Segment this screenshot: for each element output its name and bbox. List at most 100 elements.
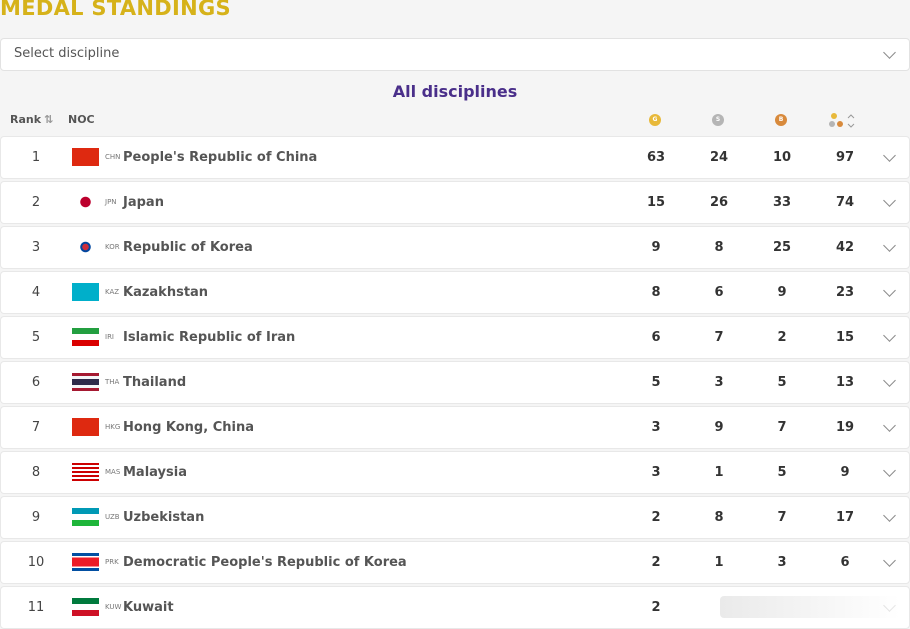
rank-header[interactable]: Rank [10, 113, 42, 126]
flag-icon [72, 418, 99, 436]
noc-code: KUW [105, 603, 122, 611]
discipline-select[interactable]: Select discipline [0, 38, 910, 71]
flag-icon [72, 283, 99, 301]
noc-code: JPN [105, 198, 117, 206]
total-header-icon[interactable] [828, 112, 860, 130]
flag-icon [72, 148, 99, 166]
bronze-count: 3 [777, 555, 787, 570]
bronze-count: 9 [777, 285, 787, 300]
table-row[interactable]: 9 UZB Uzbekistan 2 8 7 17 [0, 496, 910, 539]
expand-chevron [883, 464, 896, 477]
silver-count: 6 [714, 285, 724, 300]
silver-count: 8 [714, 240, 724, 255]
table-caption: All disciplines [392, 82, 518, 101]
table-row[interactable]: 11 KUW Kuwait 2 [0, 586, 910, 629]
total-count: 23 [835, 285, 855, 300]
rank: 4 [31, 285, 41, 300]
total-count: 74 [835, 195, 855, 210]
gold-count: 3 [651, 465, 661, 480]
silver-header[interactable]: S [712, 114, 724, 126]
rank: 11 [27, 600, 45, 615]
rank: 5 [31, 330, 41, 345]
flag-icon [72, 463, 99, 481]
noc-name: Democratic People's Republic of Korea [123, 555, 407, 570]
rank: 7 [31, 420, 41, 435]
noc-name: Hong Kong, China [123, 420, 254, 435]
table-row[interactable]: 7 HKG Hong Kong, China 3 9 7 19 [0, 406, 910, 449]
gold-count: 2 [651, 555, 661, 570]
noc-name: Thailand [123, 375, 187, 390]
noc-code: MAS [105, 468, 121, 476]
total-count: 17 [835, 510, 855, 525]
noc-code: CHN [105, 153, 121, 161]
bronze-header[interactable]: B [775, 114, 787, 126]
silver-count: 9 [714, 420, 724, 435]
silver-count: 8 [714, 510, 724, 525]
total-count: 97 [835, 150, 855, 165]
silver-count: 1 [714, 465, 724, 480]
silver-count: 1 [714, 555, 724, 570]
noc-code: IRI [105, 333, 114, 341]
rank: 8 [31, 465, 41, 480]
table-row[interactable]: 1 CHN People's Republic of China 63 24 10 97 [0, 136, 910, 179]
flag-icon [72, 598, 99, 616]
noc-name: Uzbekistan [123, 510, 205, 525]
total-count: 6 [840, 555, 850, 570]
rank: 6 [31, 375, 41, 390]
expand-chevron [883, 554, 896, 567]
expand-chevron [883, 284, 896, 297]
expand-chevron [883, 239, 896, 252]
bronze-count: 5 [777, 465, 787, 480]
noc-name: Kazakhstan [123, 285, 209, 300]
watermark [720, 596, 900, 618]
gold-count: 5 [651, 375, 661, 390]
noc-name: People's Republic of China [123, 150, 318, 165]
flag-icon [72, 508, 99, 526]
bronze-count: 5 [777, 375, 787, 390]
noc-code: PRK [105, 558, 119, 566]
bronze-count: 25 [772, 240, 792, 255]
total-count: 15 [835, 330, 855, 345]
flag-icon [72, 553, 99, 571]
gold-count: 6 [651, 330, 661, 345]
gold-count: 9 [651, 240, 661, 255]
select-placeholder: Select discipline [14, 46, 120, 61]
table-row[interactable]: 5 IRI Islamic Republic of Iran 6 7 2 15 [0, 316, 910, 359]
noc-name: Republic of Korea [123, 240, 253, 255]
total-count: 42 [835, 240, 855, 255]
table-row[interactable]: 4 KAZ Kazakhstan 8 6 9 23 [0, 271, 910, 314]
total-count: 13 [835, 375, 855, 390]
table-row[interactable]: 2 JPN Japan 15 26 33 74 [0, 181, 910, 224]
table-row[interactable]: 6 THA Thailand 5 3 5 13 [0, 361, 910, 404]
expand-chevron [883, 509, 896, 522]
table-row[interactable]: 3 KOR Republic of Korea 9 8 25 42 [0, 226, 910, 269]
rank: 10 [27, 555, 45, 570]
rank: 1 [31, 150, 41, 165]
bronze-count: 7 [777, 420, 787, 435]
total-count: 19 [835, 420, 855, 435]
noc-code: KAZ [105, 288, 120, 296]
flag-icon [72, 328, 99, 346]
expand-chevron [883, 194, 896, 207]
expand-chevron [883, 149, 896, 162]
gold-header[interactable]: G [649, 114, 661, 126]
table-row[interactable]: 8 MAS Malaysia 3 1 5 9 [0, 451, 910, 494]
bronze-count: 7 [777, 510, 787, 525]
noc-code: THA [105, 378, 120, 386]
noc-name: Japan [123, 195, 164, 210]
gold-count: 8 [651, 285, 661, 300]
total-count: 9 [840, 465, 850, 480]
rank: 2 [31, 195, 41, 210]
bronze-count: 33 [772, 195, 792, 210]
noc-header: NOC [68, 113, 95, 126]
gold-count: 3 [651, 420, 661, 435]
bronze-count: 2 [777, 330, 787, 345]
silver-count: 3 [714, 375, 724, 390]
rank: 9 [31, 510, 41, 525]
table-row[interactable]: 10 PRK Democratic People's Republic of Kor… [0, 541, 910, 584]
chevron [883, 46, 896, 59]
noc-name: Malaysia [123, 465, 187, 480]
noc-code: UZB [105, 513, 120, 521]
noc-name: Kuwait [123, 600, 174, 615]
